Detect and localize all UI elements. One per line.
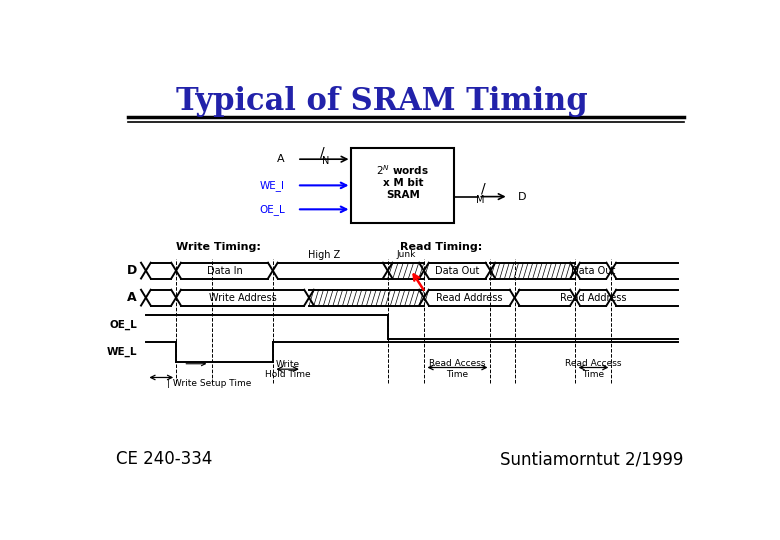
Text: /: / — [480, 182, 485, 196]
Text: /: / — [320, 146, 324, 160]
Text: Write Address: Write Address — [209, 293, 276, 302]
Text: | Write Setup Time: | Write Setup Time — [167, 379, 251, 388]
Text: OE_L: OE_L — [259, 204, 285, 215]
Text: Read Timing:: Read Timing: — [399, 242, 482, 252]
Text: CE 240-334: CE 240-334 — [115, 450, 212, 468]
Text: D: D — [518, 192, 527, 201]
Text: Data Out: Data Out — [571, 266, 615, 275]
Text: $2^N$ words
x M bit
SRAM: $2^N$ words x M bit SRAM — [376, 163, 429, 200]
Text: Read Access
Time: Read Access Time — [429, 359, 485, 379]
Text: Typical of SRAM Timing: Typical of SRAM Timing — [176, 85, 588, 117]
Text: A: A — [277, 154, 285, 164]
Text: Write Timing:: Write Timing: — [176, 242, 261, 252]
Text: Data Out: Data Out — [435, 266, 480, 275]
Text: Read Address: Read Address — [560, 293, 626, 302]
Text: WE_I: WE_I — [260, 180, 285, 191]
Text: Junk: Junk — [396, 251, 416, 259]
Text: Suntiamorntut 2/1999: Suntiamorntut 2/1999 — [501, 450, 684, 468]
Text: M: M — [476, 194, 484, 205]
Text: Write
Hold Time: Write Hold Time — [264, 360, 310, 380]
Text: High Z: High Z — [308, 249, 340, 260]
Bar — [351, 148, 454, 223]
Text: Read Address: Read Address — [436, 293, 502, 302]
Text: Read Access
Time: Read Access Time — [565, 359, 622, 379]
Text: OE_L: OE_L — [109, 320, 136, 330]
Text: WE_L: WE_L — [106, 347, 136, 357]
Text: N: N — [321, 156, 329, 166]
Text: Data In: Data In — [207, 266, 243, 275]
Text: D: D — [126, 264, 136, 277]
Text: A: A — [127, 291, 136, 304]
